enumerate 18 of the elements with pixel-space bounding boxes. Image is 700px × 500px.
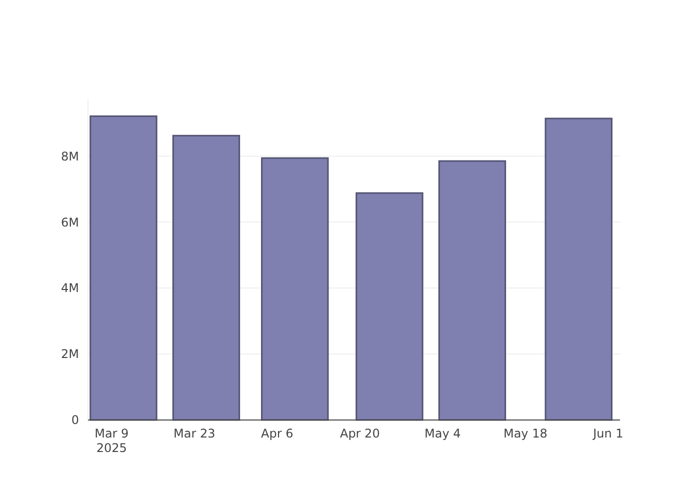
y-tick-label: 4M: [61, 281, 79, 296]
x-tick-label: Mar 23: [174, 426, 216, 441]
bar: [172, 134, 240, 421]
x-tick-label: May 18: [503, 426, 548, 441]
bar: [356, 192, 424, 421]
bar: [261, 157, 329, 421]
y-tick-label: 2M: [61, 347, 79, 362]
y-tick-label: 0: [71, 413, 79, 428]
x-tick-label: May 4: [424, 426, 461, 441]
x-tick-label: Mar 9 2025: [94, 426, 129, 455]
y-tick-label: 8M: [61, 149, 79, 164]
x-tick-label: Apr 20: [340, 426, 380, 441]
y-tick-label: 6M: [61, 215, 79, 230]
x-tick-label: Jun 1: [592, 426, 624, 441]
bar: [438, 160, 506, 421]
bar: [544, 118, 612, 421]
x-tick-label: Apr 6: [261, 426, 294, 441]
bar: [90, 115, 158, 421]
